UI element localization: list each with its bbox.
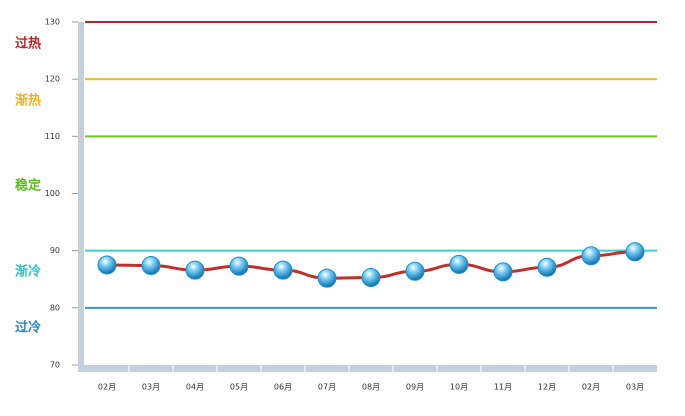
data-point	[361, 268, 381, 288]
data-point	[493, 262, 513, 282]
data-point	[405, 261, 425, 281]
x-tick-label: 08月	[362, 383, 380, 392]
y-tick-label: 80	[50, 303, 60, 312]
x-tick-label: 05月	[230, 383, 248, 392]
x-tick-label: 03月	[142, 383, 160, 392]
x-tick-label: 10月	[450, 383, 468, 392]
data-point	[317, 268, 337, 288]
x-tick-label: 09月	[406, 383, 424, 392]
x-tick-label: 06月	[274, 383, 292, 392]
data-point	[537, 257, 557, 277]
y-tick-label: 110	[45, 132, 60, 141]
x-tick-label: 02月	[98, 383, 116, 392]
x-tick-label: 02月	[582, 383, 600, 392]
y-tick-label: 120	[45, 75, 60, 84]
x-axis-bar	[84, 365, 657, 372]
y-axis-bar	[78, 22, 84, 372]
zone-label: 稳定	[15, 178, 41, 194]
zone-label: 渐冷	[15, 264, 41, 280]
data-point	[141, 256, 161, 276]
x-tick-label: 04月	[186, 383, 204, 392]
y-tick-label: 100	[45, 189, 60, 198]
data-point	[625, 242, 645, 262]
zone-label: 渐热	[15, 93, 41, 109]
y-tick-label: 130	[45, 18, 60, 27]
x-tick-label: 07月	[318, 383, 336, 392]
y-tick-label: 70	[50, 361, 60, 370]
x-tick-label: 03月	[626, 383, 644, 392]
x-tick-label: 11月	[494, 383, 512, 392]
data-point	[273, 260, 293, 280]
data-point	[449, 254, 469, 274]
x-tick-label: 12月	[538, 383, 556, 392]
data-point	[229, 256, 249, 276]
y-tick-label: 90	[50, 246, 60, 255]
zone-label: 过热	[15, 36, 41, 52]
zone-label: 过冷	[15, 320, 41, 336]
data-point	[185, 260, 205, 280]
data-point	[581, 246, 601, 266]
data-point	[97, 255, 117, 275]
